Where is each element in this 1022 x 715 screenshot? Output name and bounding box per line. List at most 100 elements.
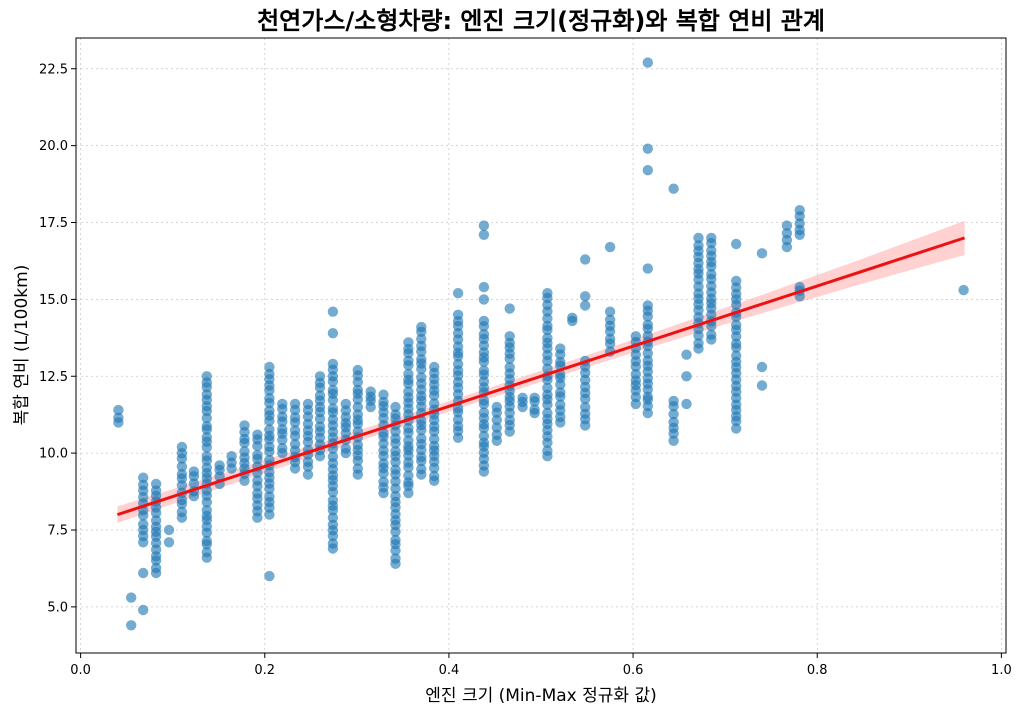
data-point xyxy=(693,338,704,349)
data-point xyxy=(138,567,149,579)
data-point xyxy=(150,562,162,574)
data-point xyxy=(555,356,566,368)
x-tick-label: 0.0 xyxy=(70,663,91,678)
plot-frame xyxy=(75,37,1007,654)
data-point xyxy=(390,534,401,546)
y-tick-label: 15.0 xyxy=(39,293,68,308)
data-point xyxy=(365,386,376,397)
data-point xyxy=(681,371,692,382)
data-point xyxy=(163,537,175,548)
data-point xyxy=(731,238,742,250)
data-point xyxy=(239,420,250,431)
data-point xyxy=(478,329,490,340)
data-point xyxy=(378,427,389,439)
data-point xyxy=(529,392,540,403)
data-point xyxy=(138,472,149,483)
data-point xyxy=(252,475,263,486)
data-point xyxy=(201,451,212,462)
data-point xyxy=(731,423,742,434)
data-point xyxy=(201,505,212,516)
y-tick-label: 5.0 xyxy=(47,600,68,615)
data-point xyxy=(668,183,679,194)
data-point xyxy=(478,294,490,305)
data-point xyxy=(756,380,768,391)
data-point xyxy=(390,464,401,475)
data-point xyxy=(604,241,616,253)
data-point xyxy=(113,404,124,416)
data-point xyxy=(314,421,326,432)
data-point xyxy=(642,300,653,311)
data-point xyxy=(403,487,414,499)
data-point xyxy=(163,524,175,536)
x-tick-label: 1.0 xyxy=(991,663,1012,678)
data-point xyxy=(452,309,464,320)
data-point xyxy=(416,354,427,365)
data-point xyxy=(681,398,692,410)
data-point xyxy=(756,361,768,373)
data-point xyxy=(226,451,237,462)
data-point xyxy=(706,232,717,244)
data-point xyxy=(403,386,414,397)
y-tick-label: 7.5 xyxy=(47,524,68,539)
data-point xyxy=(378,458,389,469)
data-point xyxy=(604,306,616,317)
data-point xyxy=(239,446,250,457)
data-point xyxy=(176,469,188,480)
x-tick-label: 0.6 xyxy=(623,663,644,678)
data-point xyxy=(555,399,566,410)
data-point xyxy=(289,412,301,423)
data-point xyxy=(478,407,490,418)
data-point xyxy=(642,319,653,330)
data-point xyxy=(794,205,805,216)
data-point xyxy=(264,393,275,404)
data-point xyxy=(642,348,653,359)
data-point xyxy=(580,254,591,265)
data-point xyxy=(327,403,339,414)
data-point xyxy=(277,424,288,435)
data-point xyxy=(452,288,464,299)
data-point xyxy=(478,229,490,240)
data-point xyxy=(542,332,553,344)
data-point xyxy=(429,361,440,373)
points-layer xyxy=(113,57,969,631)
data-point xyxy=(478,220,490,231)
data-point xyxy=(504,303,515,314)
data-point xyxy=(201,421,212,432)
data-point xyxy=(604,333,616,345)
data-point xyxy=(302,469,314,480)
tick-layer: 0.0 0.2 0.4 0.6 0.8 1.0 5.0 7.5 10.0 12.5 15.0 17.5… xyxy=(39,62,1012,678)
data-point xyxy=(352,364,363,376)
data-point xyxy=(327,306,339,317)
data-point xyxy=(327,451,339,462)
data-point xyxy=(731,319,742,331)
data-point xyxy=(352,463,363,474)
data-point xyxy=(452,341,464,352)
data-point xyxy=(580,300,591,311)
data-point xyxy=(706,329,717,340)
data-point xyxy=(314,371,326,382)
data-point xyxy=(580,291,591,302)
data-point xyxy=(731,350,742,361)
data-point xyxy=(252,449,263,461)
chart-title: 천연가스/소형차량: 엔진 크기(정규화)와 복합 연비 관계 xyxy=(257,7,825,35)
data-point xyxy=(542,320,553,332)
data-point xyxy=(731,338,742,349)
data-point xyxy=(150,478,162,490)
data-point xyxy=(781,228,793,239)
data-point xyxy=(429,398,440,409)
data-point xyxy=(314,390,326,401)
data-point xyxy=(491,422,502,433)
data-point xyxy=(403,337,414,348)
data-point xyxy=(201,535,212,547)
data-point xyxy=(642,263,653,274)
data-point xyxy=(327,328,339,339)
data-point xyxy=(555,343,566,354)
data-point xyxy=(693,232,704,244)
y-tick-label: 17.5 xyxy=(39,216,68,231)
x-tick-label: 0.8 xyxy=(807,663,828,678)
data-point xyxy=(126,620,137,631)
data-point xyxy=(252,429,263,440)
x-tick-label: 0.4 xyxy=(439,663,460,678)
data-point xyxy=(302,456,314,467)
